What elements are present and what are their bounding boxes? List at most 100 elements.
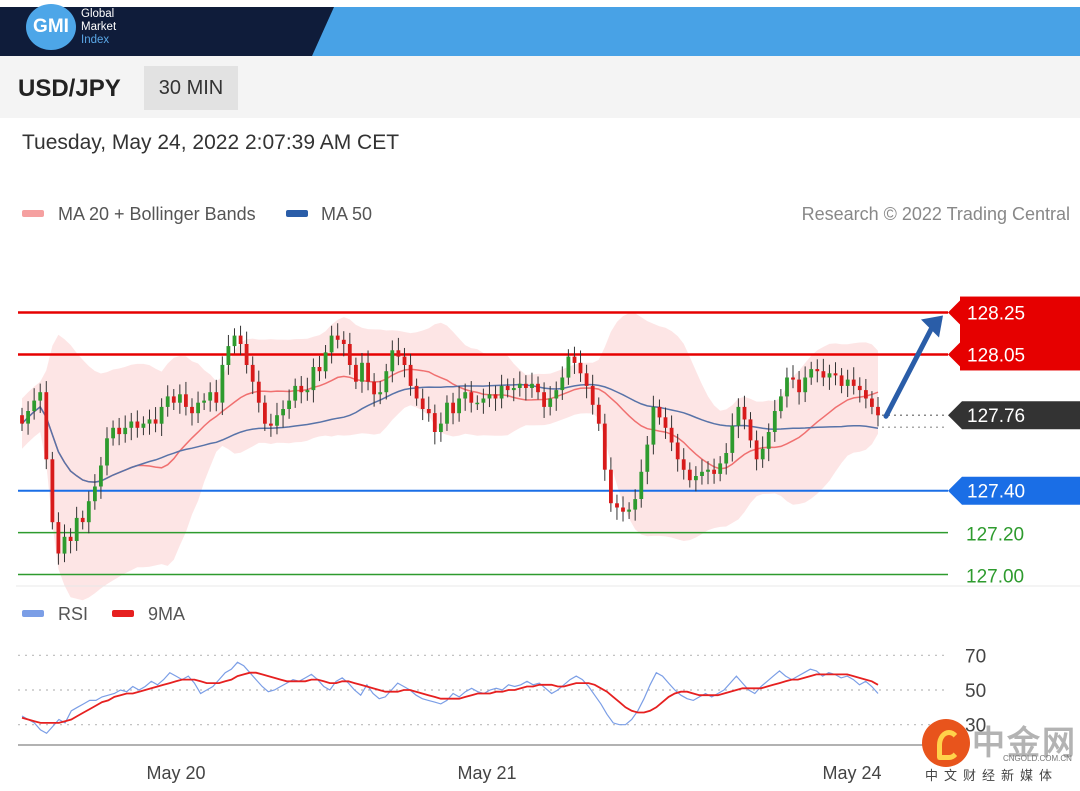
candle-body <box>475 402 480 405</box>
candle-body <box>105 438 109 466</box>
candle-body <box>548 398 553 407</box>
candle-body <box>408 364 413 386</box>
candle-body <box>141 423 146 428</box>
candle-body <box>32 400 37 412</box>
candle-body <box>627 509 631 512</box>
candle-body <box>584 373 589 386</box>
resistance-label: 128.05 <box>967 345 1025 366</box>
candle-body <box>26 411 30 424</box>
resistance-tag-notch <box>948 298 962 327</box>
candle-body <box>123 427 128 435</box>
price-panel: 128.25 128.05 127.40 127.20 127.00 127.76 <box>18 296 1080 601</box>
rsi-tick-label: 30 <box>965 716 986 737</box>
candle-body <box>590 385 595 405</box>
candle-body <box>772 411 777 432</box>
brand-banner: GMI Global Market Index <box>0 0 1080 56</box>
candle-body <box>663 417 668 428</box>
candle-body <box>445 402 449 424</box>
candle-body <box>323 352 328 372</box>
candle-body <box>639 471 644 499</box>
candle-body <box>378 392 383 395</box>
rsi-tick-label: 70 <box>965 646 986 667</box>
candle-body <box>86 501 91 523</box>
candle-body <box>779 396 783 412</box>
candle-body <box>645 444 650 472</box>
candle-body <box>56 522 61 554</box>
candle-body <box>329 335 334 353</box>
candle-body <box>80 517 85 523</box>
candle-body <box>463 392 468 399</box>
candle-body <box>675 442 680 460</box>
candle-body <box>68 536 73 541</box>
candle-body <box>615 503 619 508</box>
candle-body <box>815 369 820 372</box>
candle-body <box>293 385 298 401</box>
legend-ma50: MA 50 <box>321 204 373 224</box>
candle-body <box>687 469 692 481</box>
candle-body <box>347 344 352 365</box>
candle-body <box>426 409 431 414</box>
candle-body <box>870 398 874 407</box>
candle-body <box>621 507 625 512</box>
watermark-title: 中金网 <box>972 724 1077 761</box>
candle-body <box>876 406 880 416</box>
candle-body <box>147 419 152 424</box>
candle-body <box>99 465 103 487</box>
candle-body <box>864 390 868 399</box>
candle-body <box>256 381 261 403</box>
candle-body <box>129 421 134 428</box>
candle-body <box>451 402 455 414</box>
timeframe-badge[interactable]: 30 MIN <box>144 66 238 110</box>
current-price-label: 127.76 <box>967 406 1025 427</box>
candle-body <box>366 362 370 382</box>
candle-body <box>457 398 461 414</box>
candle-body <box>609 469 613 504</box>
candle-body <box>44 392 49 460</box>
watermark-subtitle: 中文财经新媒体 <box>925 768 1059 783</box>
currency-pair: USD/JPY <box>18 75 121 102</box>
candle-body <box>335 335 340 340</box>
candle-body <box>93 486 97 502</box>
resistance-tag-notch <box>948 340 962 369</box>
target-label: 127.20 <box>966 525 1024 546</box>
candle-body <box>159 406 164 424</box>
x-tick-label: May 24 <box>822 763 881 783</box>
candle-body <box>511 388 516 391</box>
candle-body <box>275 415 279 426</box>
candle-body <box>602 423 607 470</box>
candle-body <box>62 536 67 554</box>
candle-body <box>712 469 716 474</box>
candle-body <box>633 499 638 510</box>
candle-body <box>165 396 170 407</box>
candle-body <box>748 419 753 441</box>
ma20-line <box>21 368 879 483</box>
legend-ma20: MA 20 + Bollinger Bands <box>58 204 256 224</box>
candle-body <box>821 371 826 378</box>
legend-rsi-ma: 9MA <box>148 604 186 624</box>
candle-body <box>111 427 115 439</box>
candle-body <box>809 369 814 378</box>
candle-body <box>760 448 765 460</box>
ma50-line <box>21 383 879 483</box>
forecast-arrow <box>883 323 936 419</box>
ma20-swatch <box>22 210 44 217</box>
watermark-url: CNGOLD.COM.CN <box>1003 754 1072 763</box>
candle-body <box>341 339 346 344</box>
brand-line-3: Index <box>81 34 110 46</box>
cngold-logo-icon <box>922 719 970 767</box>
candle-body <box>839 375 844 386</box>
candle-body <box>700 471 704 476</box>
x-tick-label: May 21 <box>457 763 516 783</box>
rsi-line <box>21 661 879 735</box>
banner-dark-shape <box>0 7 334 56</box>
candle-body <box>74 517 79 541</box>
resistance-label: 128.25 <box>967 304 1025 325</box>
candle-body <box>281 409 285 416</box>
candle-body <box>505 385 510 391</box>
candle-body <box>439 423 443 432</box>
rsi-tick-label: 50 <box>965 681 986 702</box>
gmi-logo[interactable]: GMI <box>26 4 76 50</box>
candle-body <box>566 356 571 378</box>
brand-name: Global Market Index <box>81 8 116 47</box>
